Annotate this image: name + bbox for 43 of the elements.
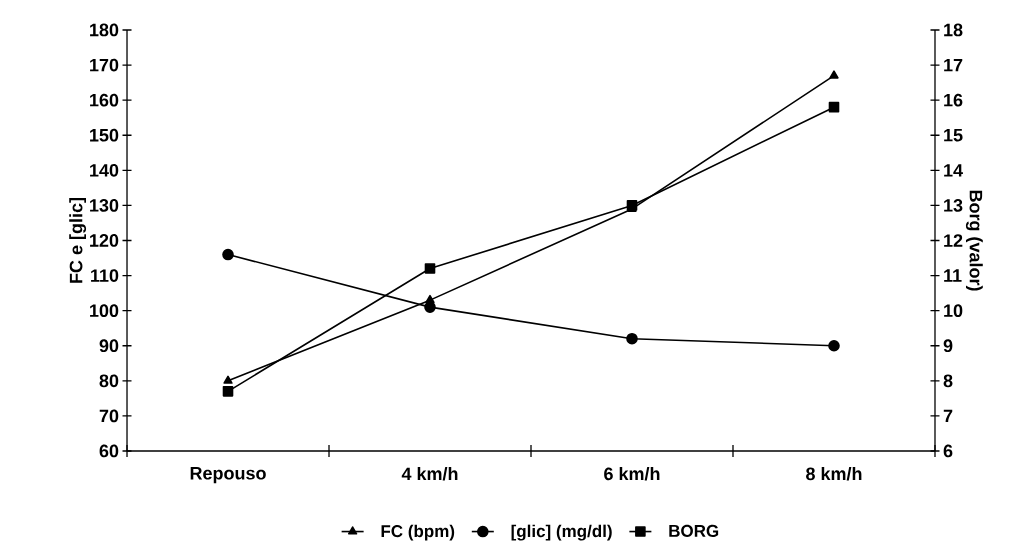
- y2-tick-label: 8: [943, 374, 953, 388]
- point: [829, 70, 839, 79]
- y2-tick-label: 16: [944, 93, 963, 107]
- point: [223, 375, 233, 384]
- y2-tick-label: 17: [944, 58, 963, 72]
- y-tick-label: 70: [99, 409, 119, 423]
- y2-tick-label: 12: [944, 234, 963, 247]
- y-tick-label: 100: [90, 304, 119, 318]
- y-tick-label: 170: [90, 58, 119, 72]
- y-tick-label: 140: [90, 163, 119, 177]
- y-tick-label: 180: [90, 23, 119, 37]
- legend-label: [glic] (mg/dl): [511, 524, 612, 541]
- y2-tick-label: 18: [944, 23, 963, 37]
- y2-tick-label: 15: [944, 128, 963, 142]
- point: [626, 332, 638, 345]
- y-tick-label: 130: [90, 199, 119, 212]
- y2-tick-label: 13: [944, 199, 963, 212]
- point: [222, 248, 234, 261]
- y2-axis-title: Borg (valor): [965, 190, 983, 291]
- y2-tick-label: 9: [943, 339, 953, 353]
- y2-tick-label: 11: [944, 269, 962, 282]
- legend-label: BORG: [669, 524, 719, 537]
- point: [424, 263, 436, 274]
- legend-label: FC (bpm): [381, 524, 455, 541]
- y-tick-label: 60: [99, 444, 119, 458]
- y-tick-label: 150: [90, 128, 119, 142]
- y-tick-label: 110: [91, 269, 119, 282]
- y2-tick-label: 6: [943, 444, 953, 458]
- y-tick-label: 90: [99, 339, 119, 353]
- y2-tick-label: 7: [943, 409, 953, 423]
- y-tick-label: 160: [90, 93, 119, 107]
- x-tick-label: 8 km/h: [806, 467, 862, 481]
- x-tick-label: Repouso: [190, 467, 266, 484]
- x-tick-label: 4 km/h: [401, 467, 458, 481]
- y2-tick-label: 10: [944, 304, 963, 318]
- y-tick-label: 80: [99, 374, 119, 388]
- y2-tick-label: 14: [944, 164, 963, 177]
- x-tick-label: 6 km/h: [604, 467, 660, 481]
- point: [828, 101, 840, 113]
- y-axis-title: FC e [glic]: [69, 198, 87, 283]
- point: [222, 386, 234, 397]
- y-tick-label: 120: [90, 234, 119, 247]
- point: [828, 339, 840, 352]
